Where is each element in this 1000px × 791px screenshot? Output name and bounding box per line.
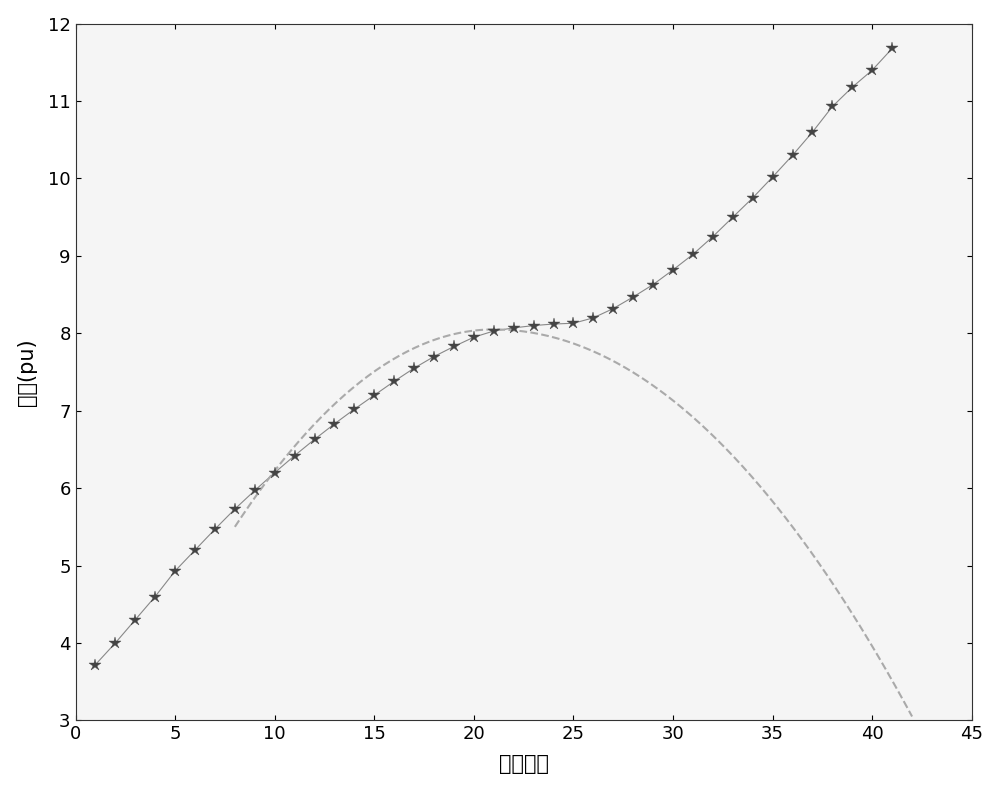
X-axis label: 采样点数: 采样点数 [499, 755, 549, 774]
Y-axis label: 电流(pu): 电流(pu) [17, 339, 37, 406]
